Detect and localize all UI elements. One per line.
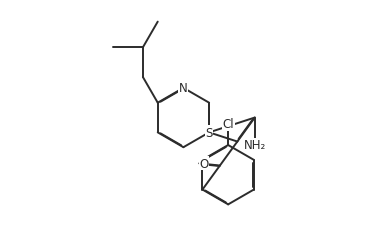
Text: S: S	[205, 126, 213, 139]
Text: N: N	[179, 82, 188, 95]
Text: O: O	[199, 157, 209, 170]
Text: NH₂: NH₂	[244, 139, 266, 152]
Text: Cl: Cl	[222, 118, 234, 131]
